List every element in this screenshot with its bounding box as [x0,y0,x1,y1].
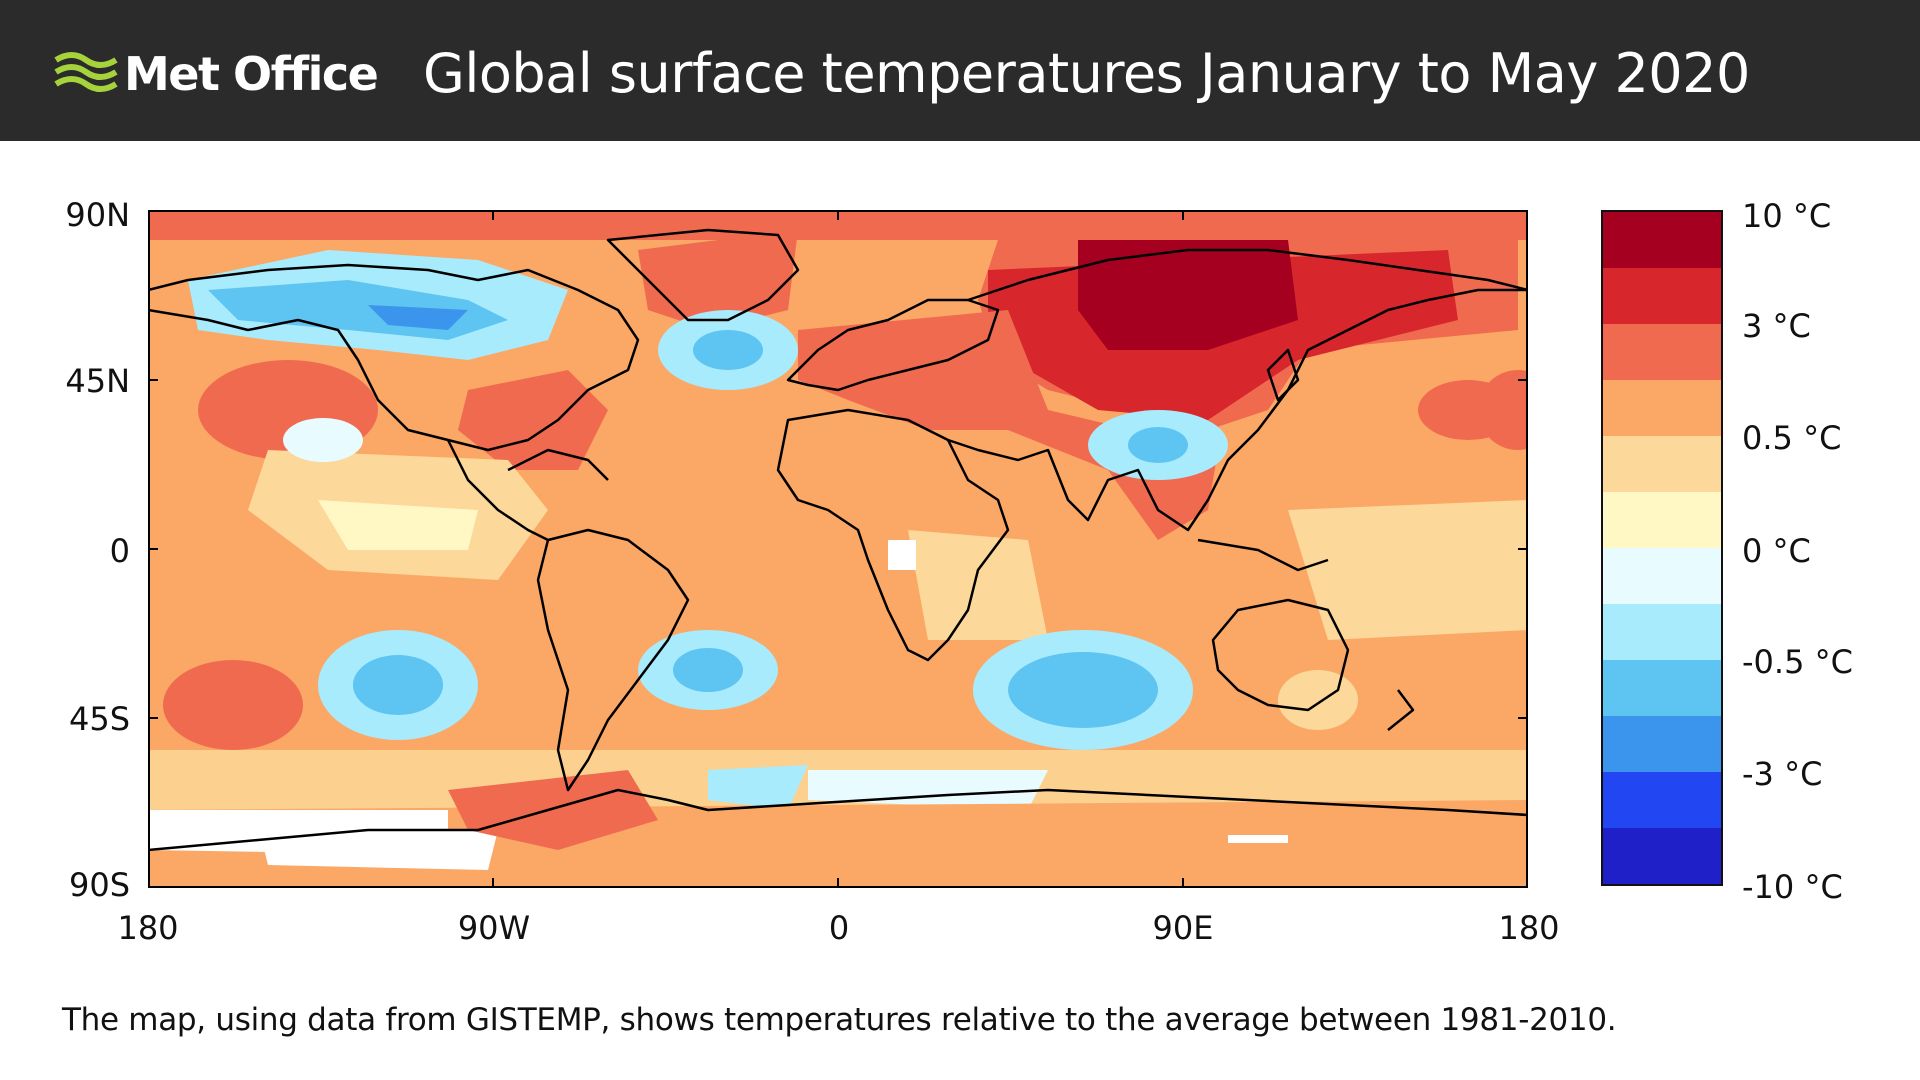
lon-label-0: 0 [828,909,850,947]
colorbar-swatch [1603,212,1721,268]
colorbar-label-minus-10: -10 °C [1742,868,1843,906]
colorbar-swatch [1603,548,1721,604]
colorbar-label-0: 0 °C [1742,532,1811,570]
wave-logo-icon [54,52,118,92]
caption: The map, using data from GISTEMP, shows … [62,1002,1617,1038]
lat-label-45s: 45S [68,700,130,738]
colorbar-swatch [1603,772,1721,828]
colorbar-label-0-5: 0.5 °C [1742,419,1842,457]
lat-label-45n: 45N [65,362,130,400]
colorbar-swatch [1603,324,1721,380]
colorbar-label-minus-3: -3 °C [1742,755,1823,793]
colorbar [1601,210,1723,886]
lat-label-90n: 90N [65,196,130,234]
colorbar-swatch [1603,492,1721,548]
lon-label-180e: 180 [1498,909,1560,947]
lon-label-90w: 90W [457,909,531,947]
colorbar-label-10: 10 °C [1742,197,1832,235]
colorbar-swatch [1603,604,1721,660]
header-bar: Met Office Global surface temperatures J… [0,0,1920,141]
temperature-anomaly-map [148,210,1528,888]
page-title: Global surface temperatures January to M… [423,42,1750,105]
colorbar-swatch [1603,716,1721,772]
lon-label-90e: 90E [1152,909,1214,947]
lon-label-180w: 180 [117,909,179,947]
lat-label-0: 0 [109,532,130,570]
met-office-logo: Met Office [54,46,379,102]
colorbar-swatch [1603,828,1721,884]
lat-label-90s: 90S [68,866,130,904]
logo-text: Met Office [124,47,379,101]
colorbar-swatch [1603,436,1721,492]
colorbar-swatch [1603,380,1721,436]
coastlines [148,228,1528,852]
colorbar-label-minus-0-5: -0.5 °C [1742,643,1853,681]
colorbar-swatch [1603,660,1721,716]
colorbar-swatch [1603,268,1721,324]
colorbar-label-3: 3 °C [1742,307,1811,345]
map-ticks [148,210,1528,888]
anomaly-field [148,210,1528,888]
